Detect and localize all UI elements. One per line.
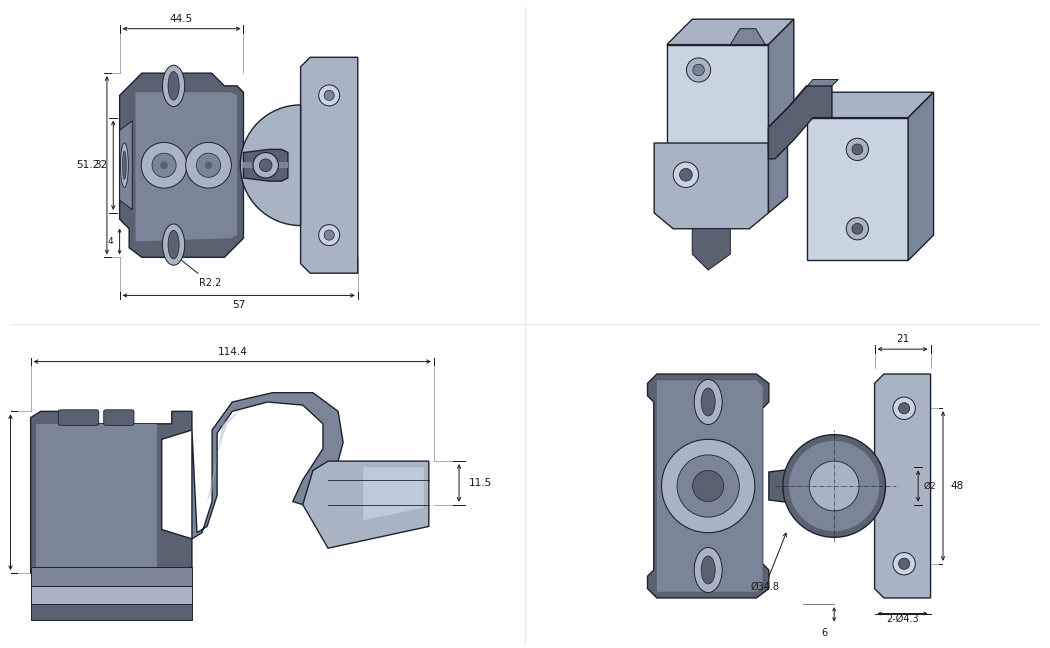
Polygon shape [244, 150, 288, 181]
Circle shape [852, 144, 863, 155]
Circle shape [852, 224, 863, 234]
Polygon shape [363, 467, 424, 520]
Ellipse shape [701, 556, 715, 584]
Circle shape [673, 162, 698, 187]
Text: 32: 32 [93, 160, 107, 170]
Polygon shape [667, 19, 794, 45]
Polygon shape [302, 461, 428, 548]
Wedge shape [240, 105, 300, 226]
Polygon shape [769, 469, 803, 503]
Circle shape [892, 553, 916, 575]
Text: 6: 6 [822, 629, 827, 638]
Text: 48: 48 [951, 481, 964, 491]
Circle shape [892, 397, 916, 419]
Polygon shape [731, 29, 765, 45]
Ellipse shape [168, 230, 180, 259]
Circle shape [693, 470, 723, 502]
Circle shape [810, 461, 859, 511]
Polygon shape [135, 92, 237, 242]
Polygon shape [908, 92, 933, 260]
Ellipse shape [123, 151, 126, 179]
Circle shape [319, 225, 339, 246]
FancyBboxPatch shape [30, 586, 192, 607]
Text: 4: 4 [107, 237, 113, 246]
Polygon shape [769, 86, 832, 159]
Circle shape [662, 439, 755, 533]
Circle shape [253, 152, 278, 178]
FancyBboxPatch shape [104, 410, 134, 425]
Polygon shape [692, 229, 731, 270]
Text: 57: 57 [232, 300, 246, 310]
Polygon shape [30, 411, 192, 573]
Circle shape [846, 218, 868, 240]
Text: R2.2: R2.2 [176, 257, 222, 288]
Circle shape [141, 143, 187, 188]
Circle shape [324, 230, 334, 240]
Ellipse shape [694, 548, 722, 592]
Ellipse shape [694, 380, 722, 424]
Polygon shape [120, 121, 132, 210]
Text: 44.5: 44.5 [170, 14, 193, 24]
FancyBboxPatch shape [30, 604, 192, 619]
Polygon shape [806, 92, 933, 118]
Text: Ø34.8: Ø34.8 [750, 533, 786, 592]
Polygon shape [769, 80, 838, 127]
Ellipse shape [168, 71, 180, 100]
Circle shape [186, 143, 231, 188]
Ellipse shape [163, 224, 185, 265]
Circle shape [899, 558, 909, 570]
Text: 114.4: 114.4 [217, 347, 247, 357]
Circle shape [693, 64, 705, 76]
FancyBboxPatch shape [30, 567, 192, 588]
Circle shape [161, 161, 168, 169]
Circle shape [899, 402, 909, 414]
Polygon shape [875, 374, 930, 598]
Polygon shape [806, 118, 908, 260]
Circle shape [259, 159, 272, 172]
Circle shape [679, 168, 692, 181]
Polygon shape [300, 57, 358, 273]
Polygon shape [207, 408, 243, 502]
Polygon shape [648, 374, 769, 598]
Circle shape [196, 153, 220, 178]
Polygon shape [120, 73, 244, 257]
Polygon shape [657, 380, 762, 592]
Circle shape [677, 455, 739, 517]
Polygon shape [654, 143, 769, 229]
Polygon shape [667, 45, 769, 150]
Circle shape [152, 153, 176, 178]
Polygon shape [769, 127, 788, 213]
Circle shape [789, 441, 879, 531]
Ellipse shape [121, 143, 128, 187]
FancyBboxPatch shape [59, 410, 99, 425]
Text: 21: 21 [896, 334, 909, 345]
Ellipse shape [701, 388, 715, 416]
Circle shape [783, 435, 885, 537]
Polygon shape [36, 424, 156, 567]
Text: Ø2: Ø2 [924, 481, 937, 491]
Circle shape [687, 58, 711, 82]
Circle shape [319, 85, 339, 106]
Text: 51.2: 51.2 [76, 160, 99, 170]
Text: 11.5: 11.5 [469, 478, 492, 488]
Ellipse shape [163, 65, 185, 106]
Polygon shape [192, 393, 343, 539]
Circle shape [846, 138, 868, 161]
Polygon shape [244, 162, 288, 168]
Circle shape [324, 90, 334, 100]
Polygon shape [769, 19, 794, 150]
Text: 2-Ø4.3: 2-Ø4.3 [886, 614, 919, 624]
Circle shape [205, 161, 212, 169]
